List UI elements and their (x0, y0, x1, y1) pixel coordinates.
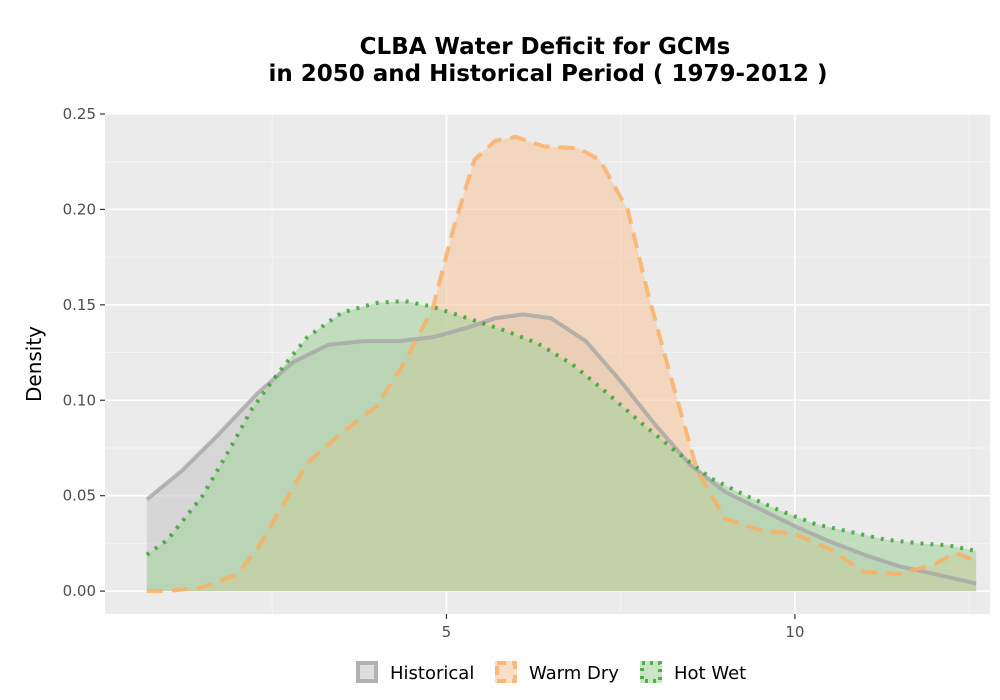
x-tick-label: 5 (442, 623, 452, 641)
legend-label: Hot Wet (674, 663, 746, 684)
line-warm-dry (146, 134, 977, 594)
legend-swatch-border (640, 661, 662, 683)
area-hot-wet (146, 301, 977, 592)
y-tick-label: 0.05 (63, 487, 96, 505)
y-tick-label: 0.10 (63, 391, 96, 409)
legend-swatch-fill (356, 661, 378, 683)
legend-swatch-border (495, 661, 517, 683)
legend-swatch-border (356, 661, 378, 683)
chart-title-line-1: CLBA Water Deficit for GCMs (360, 34, 731, 60)
x-tick-label: 10 (785, 623, 804, 641)
y-tick-label: 0.15 (63, 296, 96, 314)
legend-swatch-fill (640, 661, 662, 683)
density-lines (145, 134, 977, 594)
legend-swatch-fill (495, 661, 517, 683)
y-axis-title: Density (22, 326, 46, 402)
legend-key-hot-wet (640, 661, 662, 683)
density-areas (146, 136, 977, 592)
y-tick-label: 0.20 (63, 200, 96, 218)
axes: 0.00 0.05 0.10 0.15 0.20 0.25 5 10 (63, 105, 805, 641)
legend-key-warm-dry (495, 661, 517, 683)
legend-label: Warm Dry (529, 663, 619, 684)
y-tick-label: 0.25 (63, 105, 96, 123)
y-tick-label: 0.00 (63, 582, 96, 600)
line-historical (145, 312, 977, 586)
chart-title-line-2: in 2050 and Historical Period ( 1979-201… (268, 61, 827, 87)
legend-label: Historical (390, 663, 474, 684)
legend-key-historical (356, 661, 378, 683)
legend: Historical Warm Dry Hot Wet (356, 661, 746, 684)
